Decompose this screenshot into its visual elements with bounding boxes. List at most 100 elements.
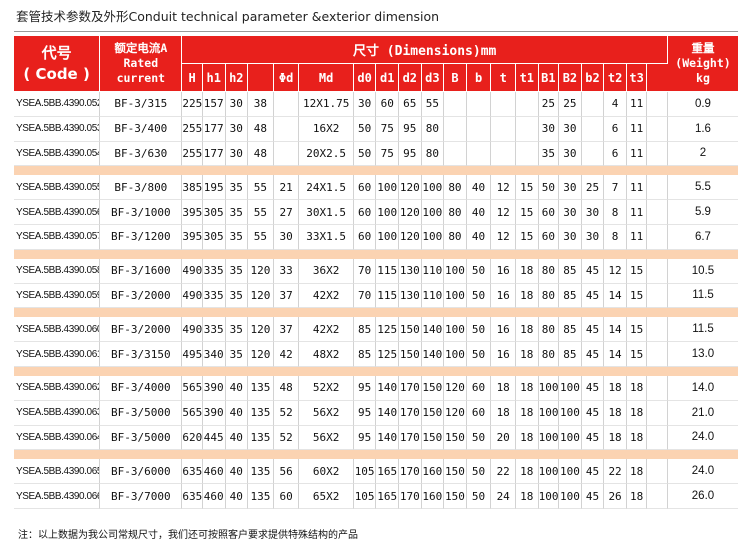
- cell-dim: 150: [444, 459, 467, 485]
- cell-dim: 120: [248, 317, 274, 343]
- cell-dim: 75: [376, 116, 399, 142]
- cell-rated: BF-3/400: [100, 116, 183, 142]
- cell-dim: 160: [421, 484, 445, 509]
- cell-dim: 20X2.5: [299, 141, 354, 167]
- cell-dim: 80: [538, 317, 560, 343]
- cell-code: YSEA.5BB.4390.052: [14, 92, 101, 117]
- cell-dim: 120: [444, 400, 467, 426]
- col-b2: b2: [581, 64, 605, 92]
- cell-dim: 45: [581, 317, 605, 343]
- cell-weight: 21.0: [667, 401, 738, 426]
- cell-dim: 42X2: [299, 283, 354, 309]
- cell-dim: [516, 141, 539, 167]
- cell-weight: 24.0: [667, 459, 738, 485]
- cell-dim: 60: [273, 484, 300, 509]
- cell-blank: [647, 484, 668, 509]
- col-B: B: [444, 64, 467, 92]
- cell-dim: 16: [491, 283, 517, 309]
- cell-dim: 18: [516, 484, 539, 509]
- cell-blank: [647, 200, 668, 225]
- cell-dim: 85: [353, 342, 377, 367]
- cell-dim: [273, 92, 300, 117]
- cell-dim: 30: [559, 116, 582, 142]
- cell-dim: 22: [491, 459, 517, 485]
- cell-dim: 20: [491, 425, 517, 451]
- cell-dim: 100: [538, 459, 560, 485]
- cell-dim: 95: [353, 425, 377, 451]
- cell-rated: BF-3/2000: [100, 317, 183, 343]
- cell-dim: 30: [538, 116, 560, 142]
- cell-dim: 56X2: [299, 400, 354, 426]
- cell-dim: 11: [626, 224, 648, 250]
- cell-dim: 45: [581, 425, 605, 451]
- cell-blank: [647, 141, 668, 167]
- cell-code: YSEA.5BB.4390.066: [14, 484, 101, 509]
- cell-dim: 30: [225, 116, 249, 142]
- cell-weight: 10.5: [667, 259, 738, 284]
- cell-dim: 14: [604, 317, 627, 343]
- cell-dim: 635: [182, 484, 203, 509]
- col-B2: B2: [559, 64, 582, 92]
- cell-dim: 18: [491, 400, 517, 426]
- cell-dim: 14: [604, 342, 627, 367]
- header-weight-unit: kg: [696, 71, 710, 85]
- cell-dim: 60: [353, 200, 377, 225]
- cell-dim: 55: [248, 175, 274, 201]
- cell-dim: 395: [182, 200, 203, 225]
- cell-dim: 40: [225, 459, 249, 485]
- cell-dim: 100: [559, 400, 582, 426]
- cell-blank: [647, 224, 668, 250]
- col-h2: h2: [225, 64, 249, 92]
- footnote: 注：以上数据为我公司常规尺寸，我们还可按照客户要求提供特殊结构的产品: [18, 530, 358, 541]
- cell-code: YSEA.5BB.4390.058: [14, 258, 101, 284]
- col-t: t: [491, 64, 517, 92]
- cell-dim: 48: [273, 375, 300, 401]
- group-separator: [14, 366, 738, 376]
- cell-dim: 120: [248, 258, 274, 284]
- cell-dim: 16X2: [299, 116, 354, 142]
- cell-dim: 30: [273, 224, 300, 250]
- cell-dim: [491, 116, 517, 142]
- cell-code: YSEA.5BB.4390.059: [14, 283, 101, 309]
- spec-table: 代号 ( Code ) 额定电流A Rated current 尺寸 (Dime…: [14, 36, 738, 509]
- cell-rated: BF-3/630: [100, 141, 183, 167]
- cell-dim: 55: [421, 92, 445, 117]
- cell-dim: 18: [516, 459, 539, 485]
- cell-dim: 18: [604, 375, 627, 401]
- cell-dim: 45: [581, 459, 605, 485]
- cell-dim: 65: [399, 92, 422, 117]
- header-rated-cn: 额定电流A: [114, 41, 168, 55]
- table-row: YSEA.5BB.4390.056 BF-3/1000 395 305 35 55 27 30…: [14, 200, 738, 225]
- cell-dim: 7: [604, 175, 627, 201]
- cell-code: YSEA.5BB.4390.065: [14, 459, 101, 485]
- cell-dim: 110: [421, 283, 445, 309]
- cell-code: YSEA.5BB.4390.054: [14, 141, 101, 167]
- cell-dim: 177: [202, 116, 226, 142]
- cell-dim: 100: [538, 375, 560, 401]
- cell-dim: 105: [353, 459, 377, 485]
- cell-dim: 85: [559, 317, 582, 343]
- cell-dim: 100: [538, 425, 560, 451]
- table-row: YSEA.5BB.4390.052 BF-3/315 225 157 30 38 12X1.…: [14, 92, 738, 117]
- cell-blank: [647, 342, 668, 367]
- cell-weight: 11.5: [667, 284, 738, 309]
- cell-rated: BF-3/315: [100, 92, 183, 117]
- cell-dim: 85: [559, 283, 582, 309]
- cell-code: YSEA.5BB.4390.055: [14, 175, 101, 201]
- cell-dim: 52: [273, 400, 300, 426]
- cell-dim: 40: [225, 375, 249, 401]
- cell-rated: BF-3/1600: [100, 258, 183, 284]
- cell-dim: 85: [353, 317, 377, 343]
- cell-dim: 60: [466, 400, 492, 426]
- cell-dim: 48: [248, 116, 274, 142]
- cell-dim: 12: [491, 175, 517, 201]
- cell-dim: 120: [399, 200, 422, 225]
- cell-dim: 385: [182, 175, 203, 201]
- cell-dim: 170: [399, 459, 422, 485]
- cell-dim: [581, 116, 605, 142]
- cell-dim: 11: [626, 200, 648, 225]
- cell-dim: [273, 141, 300, 167]
- cell-dim: 65X2: [299, 484, 354, 509]
- cell-rated: BF-3/1200: [100, 224, 183, 250]
- cell-dim: 25: [538, 92, 560, 117]
